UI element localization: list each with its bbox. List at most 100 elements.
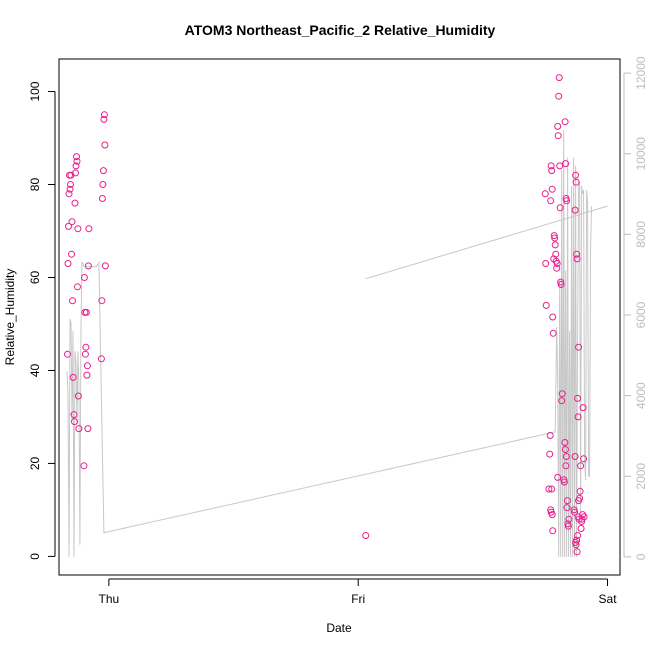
- data-point-43: [362, 532, 370, 539]
- data-point-86: [563, 504, 571, 512]
- data-point-122: [580, 455, 588, 463]
- data-point-36: [98, 195, 106, 202]
- secondary-series-lines: [66, 129, 608, 557]
- data-point-8: [68, 250, 75, 258]
- data-point-104: [571, 508, 579, 516]
- y-axis-label: Relative_Humidity: [3, 269, 17, 366]
- data-point-42: [101, 262, 109, 270]
- data-point-14: [71, 199, 79, 207]
- data-point-27: [82, 343, 90, 351]
- y-tick-label-4: 80: [28, 178, 42, 192]
- data-point-117: [577, 525, 585, 532]
- data-point-44: [541, 190, 549, 198]
- data-point-123: [580, 513, 588, 521]
- series-line-2: [365, 205, 608, 280]
- data-point-58: [551, 234, 559, 242]
- data-point-72: [558, 397, 566, 405]
- data-point-12: [70, 411, 78, 419]
- data-point-116: [577, 462, 585, 470]
- data-point-40: [100, 111, 108, 119]
- y2-tick-label-4: 8000: [634, 221, 648, 248]
- y2-axis: 0 2000 4000 6000 8000 10000 12000: [623, 56, 648, 560]
- data-point-24: [80, 274, 88, 281]
- data-point-37: [99, 181, 107, 188]
- data-point-47: [545, 485, 553, 493]
- data-point-78: [549, 527, 557, 535]
- data-point-79: [554, 473, 562, 481]
- data-point-81: [560, 478, 568, 486]
- data-point-68: [556, 162, 564, 170]
- y2-tick-label-2: 4000: [634, 382, 648, 409]
- y-axis: 0 20 40 60 80 100: [28, 81, 56, 560]
- data-point-77: [548, 511, 556, 519]
- data-point-67: [555, 74, 563, 82]
- data-point-11: [69, 373, 77, 381]
- data-point-110: [574, 532, 582, 539]
- data-point-109: [573, 548, 581, 556]
- data-point-83: [561, 446, 569, 453]
- x-axis-label: Date: [326, 621, 352, 635]
- data-point-13: [71, 418, 78, 426]
- data-point-6: [67, 181, 74, 188]
- data-point-119: [578, 515, 586, 523]
- data-point-30: [83, 362, 91, 370]
- data-point-82: [561, 439, 569, 446]
- x-tick-label-1: Fri: [351, 592, 365, 606]
- data-point-84: [562, 462, 570, 470]
- data-point-45: [542, 260, 550, 267]
- data-point-38: [99, 167, 107, 175]
- data-point-19: [74, 283, 81, 291]
- data-point-49: [546, 432, 554, 439]
- data-point-101: [574, 413, 582, 421]
- data-point-54: [549, 313, 557, 321]
- data-points: [64, 74, 588, 556]
- y2-tick-label-1: 2000: [634, 463, 648, 490]
- data-point-64: [554, 122, 562, 130]
- data-point-31: [84, 425, 92, 433]
- data-point-33: [85, 225, 93, 233]
- data-point-73: [558, 390, 566, 398]
- data-point-63: [553, 260, 561, 267]
- data-point-9: [68, 218, 76, 226]
- data-point-51: [547, 162, 555, 170]
- y2-tick-label-5: 10000: [634, 137, 648, 171]
- data-point-99: [573, 255, 581, 263]
- data-point-60: [552, 250, 560, 258]
- series-line-1: [66, 129, 593, 557]
- data-point-87: [563, 497, 571, 505]
- data-point-1: [64, 260, 72, 267]
- y-tick-label-1: 20: [28, 456, 42, 470]
- data-point-121: [579, 404, 587, 412]
- data-point-29: [83, 371, 91, 379]
- x-tick-label-0: Thu: [99, 592, 120, 606]
- data-point-97: [572, 178, 580, 186]
- data-point-91: [561, 118, 569, 126]
- data-point-71: [557, 281, 565, 288]
- data-point-17: [73, 153, 80, 161]
- data-point-100: [574, 394, 582, 402]
- y2-tick-label-3: 6000: [634, 301, 648, 328]
- data-point-18: [73, 157, 81, 165]
- data-point-66: [555, 92, 563, 100]
- data-point-95: [571, 206, 579, 214]
- data-point-26: [81, 350, 89, 358]
- data-point-22: [75, 425, 83, 433]
- data-point-108: [573, 536, 581, 544]
- data-point-55: [549, 329, 557, 337]
- data-point-21: [74, 392, 82, 400]
- data-point-90: [565, 515, 573, 523]
- data-point-5: [66, 185, 74, 193]
- y-tick-label-2: 40: [28, 363, 42, 377]
- data-point-46: [542, 301, 550, 309]
- data-point-41: [101, 141, 109, 149]
- data-point-69: [556, 204, 564, 212]
- data-point-105: [571, 453, 579, 460]
- data-point-115: [576, 487, 584, 495]
- data-point-34: [97, 355, 105, 363]
- data-point-2: [65, 222, 72, 230]
- data-point-53: [548, 185, 556, 193]
- data-point-92: [562, 160, 570, 168]
- data-point-15: [72, 169, 79, 177]
- data-point-59: [551, 241, 559, 249]
